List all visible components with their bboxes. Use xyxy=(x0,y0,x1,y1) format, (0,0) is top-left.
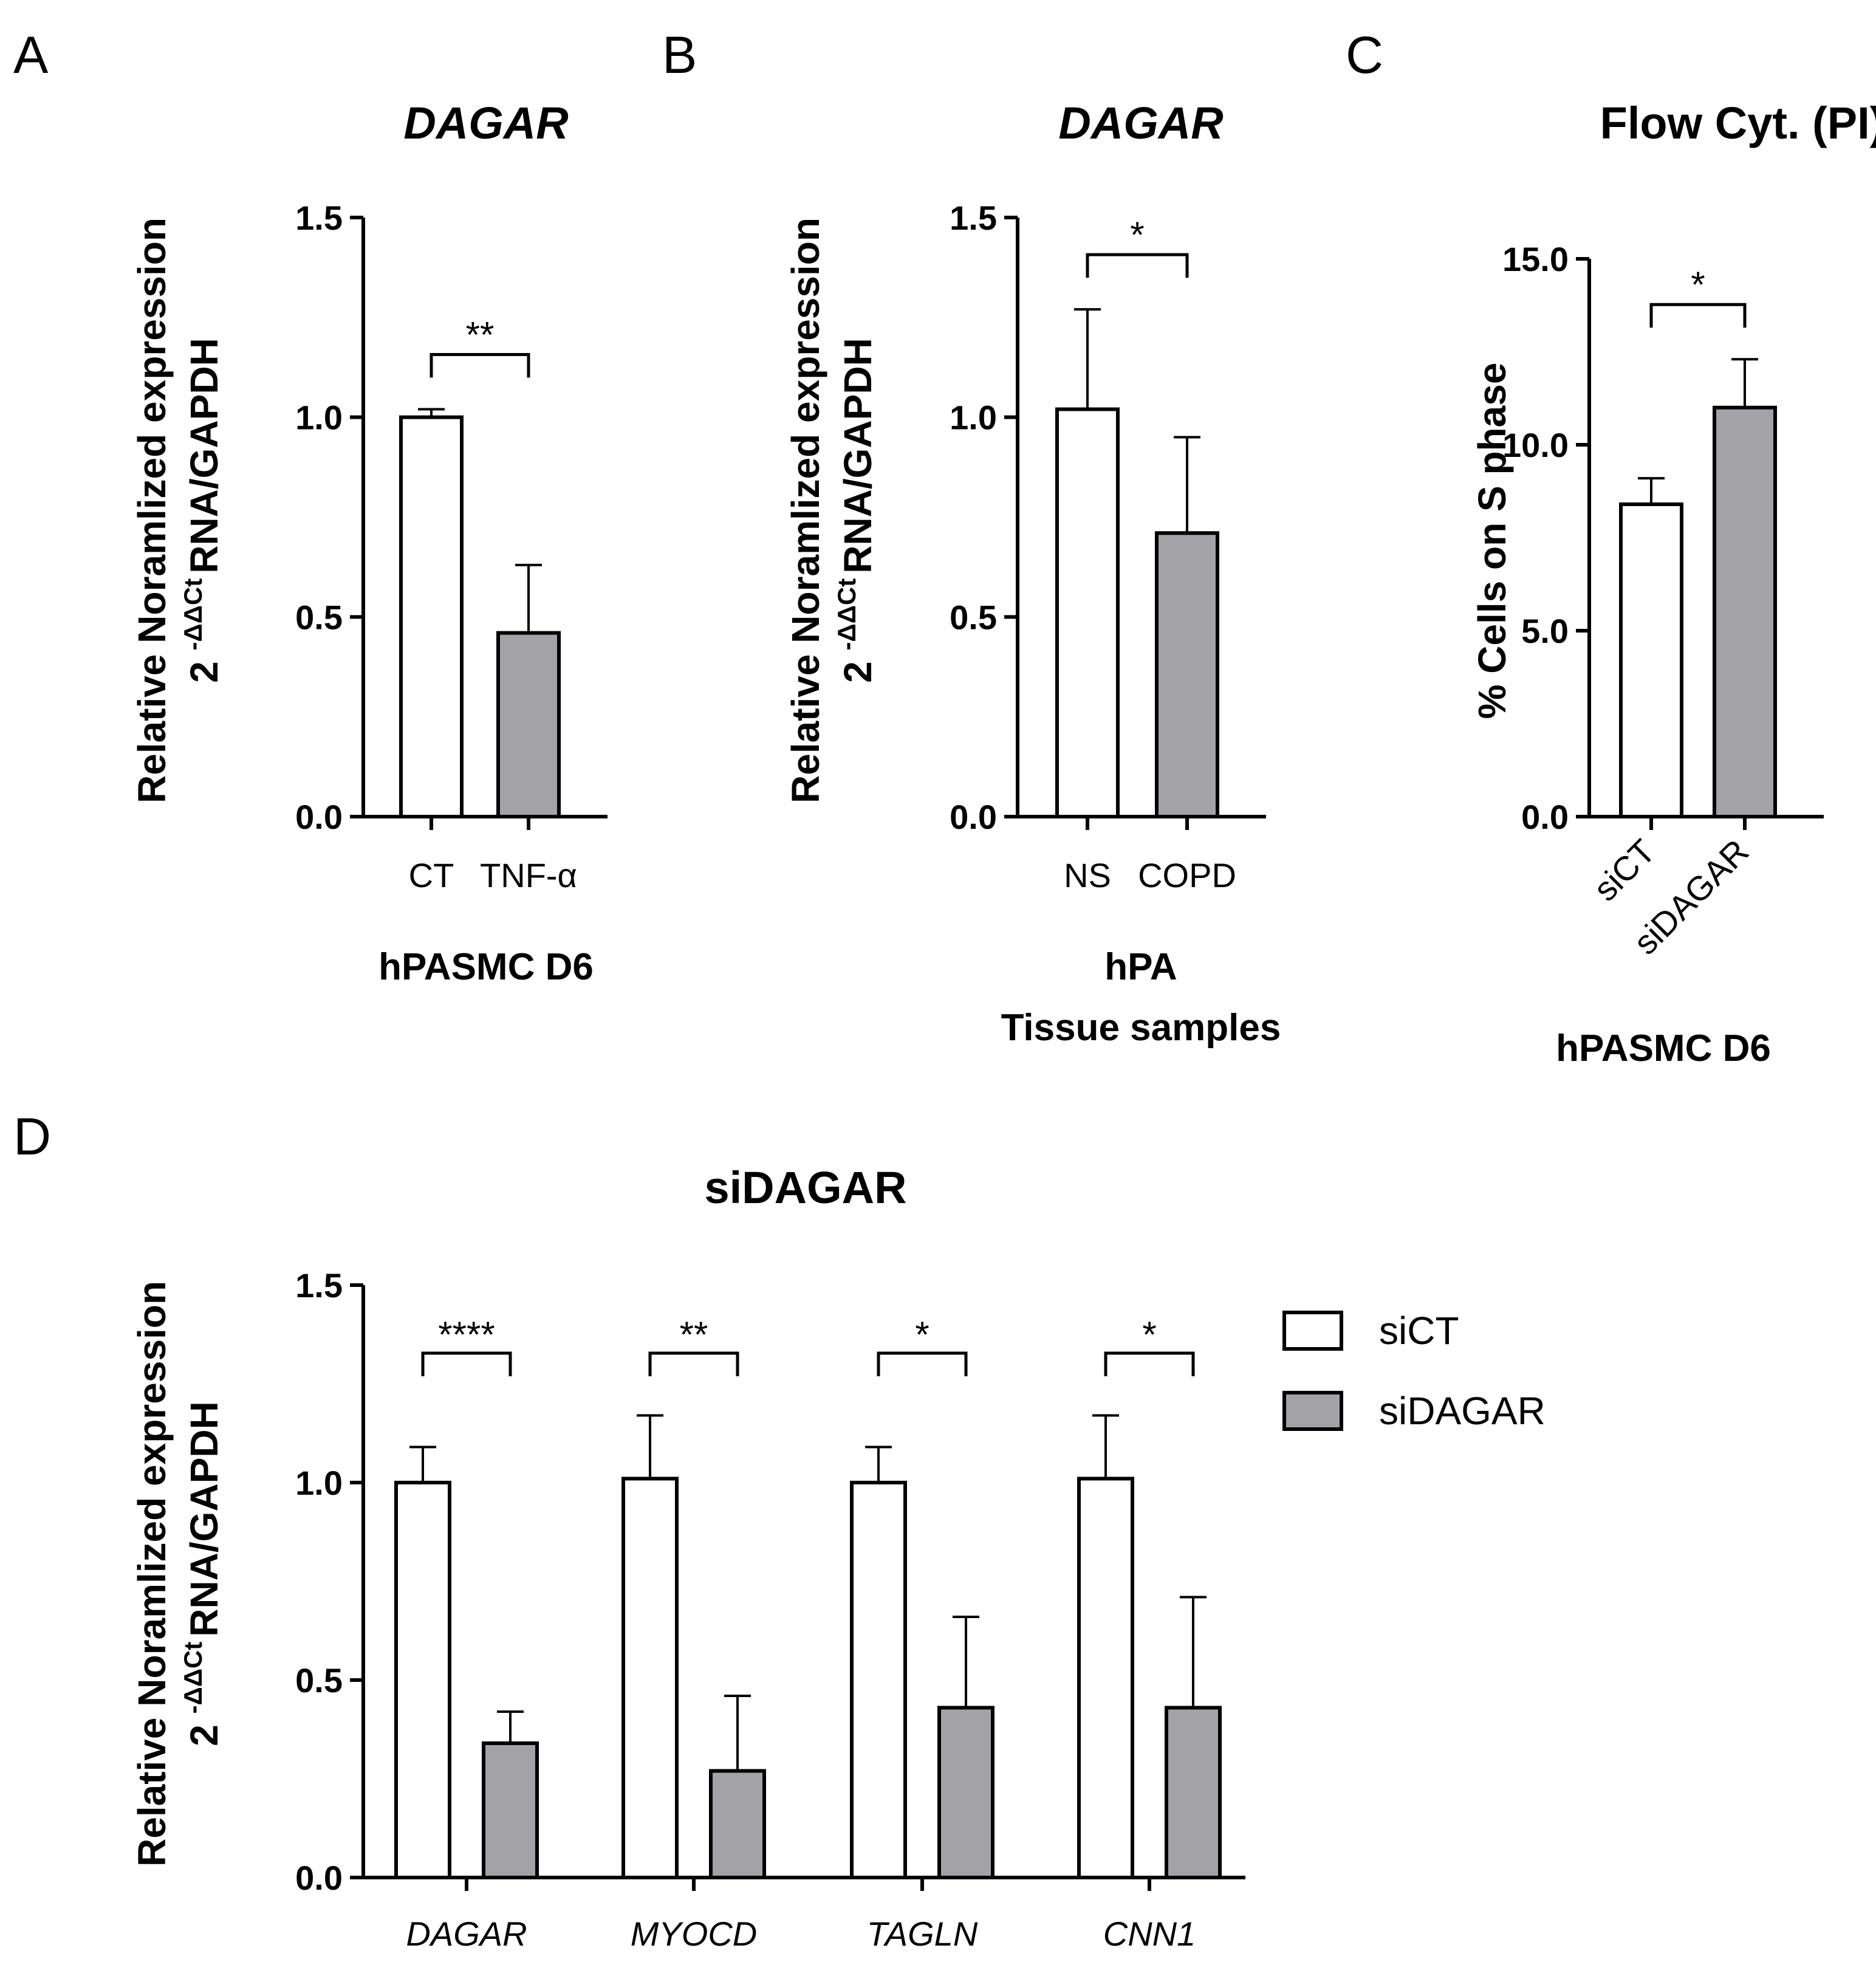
bar-group-dagar: DAGAR **** xyxy=(394,1314,539,1953)
x-axis-label: hPASMC D6 xyxy=(378,946,594,988)
formula-rest: RNA/GAPDH xyxy=(836,338,880,574)
legend-swatch-sict xyxy=(1282,1311,1343,1351)
y-tick-label: 1.5 xyxy=(295,1266,343,1305)
x-tick-label: MYOCD xyxy=(631,1915,757,1953)
bar-sidagar xyxy=(709,1769,766,1879)
bar-ct xyxy=(399,415,464,818)
formula-base: 2 xyxy=(182,1713,226,1746)
y-tick-label: 0.0 xyxy=(295,798,343,836)
y-axis-label: Relative Noramlized expression xyxy=(130,218,174,803)
y-tick-label: 1.5 xyxy=(950,199,997,237)
bar-ns xyxy=(1055,407,1120,818)
significance-stars: * xyxy=(1130,214,1144,255)
significance-stars: * xyxy=(915,1314,929,1355)
y-tick-label: 1.0 xyxy=(295,399,343,437)
bar-sict xyxy=(394,1481,451,1879)
x-tick-label: COPD xyxy=(1138,856,1236,894)
panel-letter-d: D xyxy=(13,1108,51,1166)
bar-group-tagln: TAGLN * xyxy=(850,1314,994,1953)
y-tick-label: 10.0 xyxy=(1502,426,1569,464)
bar-sict xyxy=(1077,1477,1134,1879)
x-tick-label: CNN1 xyxy=(1103,1915,1196,1953)
chart-title: Flow Cyt. (PI) xyxy=(1600,98,1876,148)
y-tick-label: 5.0 xyxy=(1521,612,1569,650)
y-axis-label-formula: 2 -ΔΔCt RNA/GAPDH xyxy=(179,1401,226,1746)
x-tick-label: CT xyxy=(409,856,454,894)
bar-sict xyxy=(1619,502,1683,818)
legend-swatch-sidagar xyxy=(1282,1391,1343,1431)
significance-bracket xyxy=(421,1351,512,1376)
chart-title: DAGAR xyxy=(1058,98,1223,148)
y-axis-label: % Cells on S phase xyxy=(1470,363,1514,719)
x-tick-label: TNF-α xyxy=(480,856,577,894)
x-axis-label: Tissue samples xyxy=(1001,1007,1281,1049)
bar-group-myocd: MYOCD ** xyxy=(621,1314,766,1953)
formula-base: 2 xyxy=(836,650,880,682)
bar-group-cnn1: CNN1 * xyxy=(1077,1314,1222,1953)
panel-b: B DAGAR 0.0 0.5 1.0 1.5 NS COPD * Relative Noraml… xyxy=(662,26,1281,1049)
bar-sict xyxy=(850,1481,907,1879)
y-tick-label: 1.0 xyxy=(950,399,997,437)
y-tick-label: 1.0 xyxy=(295,1464,343,1502)
y-tick-label: 0.0 xyxy=(1521,798,1569,836)
y-tick-label: 0.5 xyxy=(295,1661,343,1699)
panel-letter-a: A xyxy=(13,26,49,84)
y-tick-label: 0.0 xyxy=(295,1859,343,1897)
y-axis-label-formula: 2 -ΔΔCt RNA/GAPDH xyxy=(179,338,226,683)
y-axis-label: Relative Noramlized expression xyxy=(130,1281,174,1867)
y-tick-label: 15.0 xyxy=(1502,240,1569,278)
legend-label-sict: siCT xyxy=(1379,1309,1459,1353)
x-tick-label: siCT xyxy=(1586,832,1663,908)
bar-sidagar xyxy=(1713,405,1777,818)
bar-sict xyxy=(621,1477,679,1879)
significance-stars: * xyxy=(1142,1314,1156,1355)
significance-stars: ** xyxy=(680,1314,708,1355)
significance-stars: **** xyxy=(438,1314,495,1355)
y-tick-label: 0.5 xyxy=(950,598,997,636)
formula-rest: RNA/GAPDH xyxy=(182,1401,226,1637)
panel-letter-b: B xyxy=(662,26,697,84)
formula-exponent: -ΔΔCt xyxy=(179,578,207,651)
formula-exponent: -ΔΔCt xyxy=(832,578,861,651)
y-tick-label: 1.5 xyxy=(295,199,343,237)
bar-sidagar xyxy=(482,1741,539,1879)
x-axis-label: hPASMC D6 xyxy=(1556,1027,1771,1069)
formula-rest: RNA/GAPDH xyxy=(182,338,226,574)
panel-d: DsiDAGAR0.00.51.01.5DAGAR****MYOCD**TAGL… xyxy=(13,1108,1546,1953)
x-tick-label: DAGAR xyxy=(406,1915,527,1953)
significance-bracket xyxy=(1649,303,1747,328)
bar-sidagar xyxy=(1165,1706,1222,1879)
y-axis-label: Relative Noramlized expression xyxy=(784,218,827,803)
y-tick-label: 0.0 xyxy=(950,798,997,836)
bar-copd xyxy=(1155,531,1219,818)
significance-bracket xyxy=(877,1351,968,1376)
significance-stars: ** xyxy=(466,315,495,355)
panel-letter-c: C xyxy=(1346,26,1383,84)
significance-stars: * xyxy=(1691,264,1705,305)
bar-sidagar xyxy=(937,1706,994,1879)
significance-bracket xyxy=(648,1351,739,1376)
panel-a: A DAGAR 0.0 0.5 1.0 1.5 CT TNF-α ** Relative Nora… xyxy=(13,26,608,988)
x-tick-label: TAGLN xyxy=(867,1915,978,1953)
chart-title: DAGAR xyxy=(403,98,568,148)
significance-bracket xyxy=(430,353,530,378)
formula-exponent: -ΔΔCt xyxy=(179,1642,207,1714)
legend-label-sidagar: siDAGAR xyxy=(1379,1389,1546,1433)
legend: siCT siDAGAR xyxy=(1282,1309,1546,1433)
x-tick-label: NS xyxy=(1064,856,1111,894)
chart-title: siDAGAR xyxy=(704,1162,906,1213)
y-tick-label: 0.5 xyxy=(295,598,343,636)
significance-bracket xyxy=(1086,253,1189,278)
significance-bracket xyxy=(1104,1351,1195,1376)
bar-tnf xyxy=(496,631,561,819)
formula-base: 2 xyxy=(182,650,226,682)
x-axis-label: hPA xyxy=(1104,946,1177,988)
y-axis-label-formula: 2 -ΔΔCt RNA/GAPDH xyxy=(832,338,880,683)
